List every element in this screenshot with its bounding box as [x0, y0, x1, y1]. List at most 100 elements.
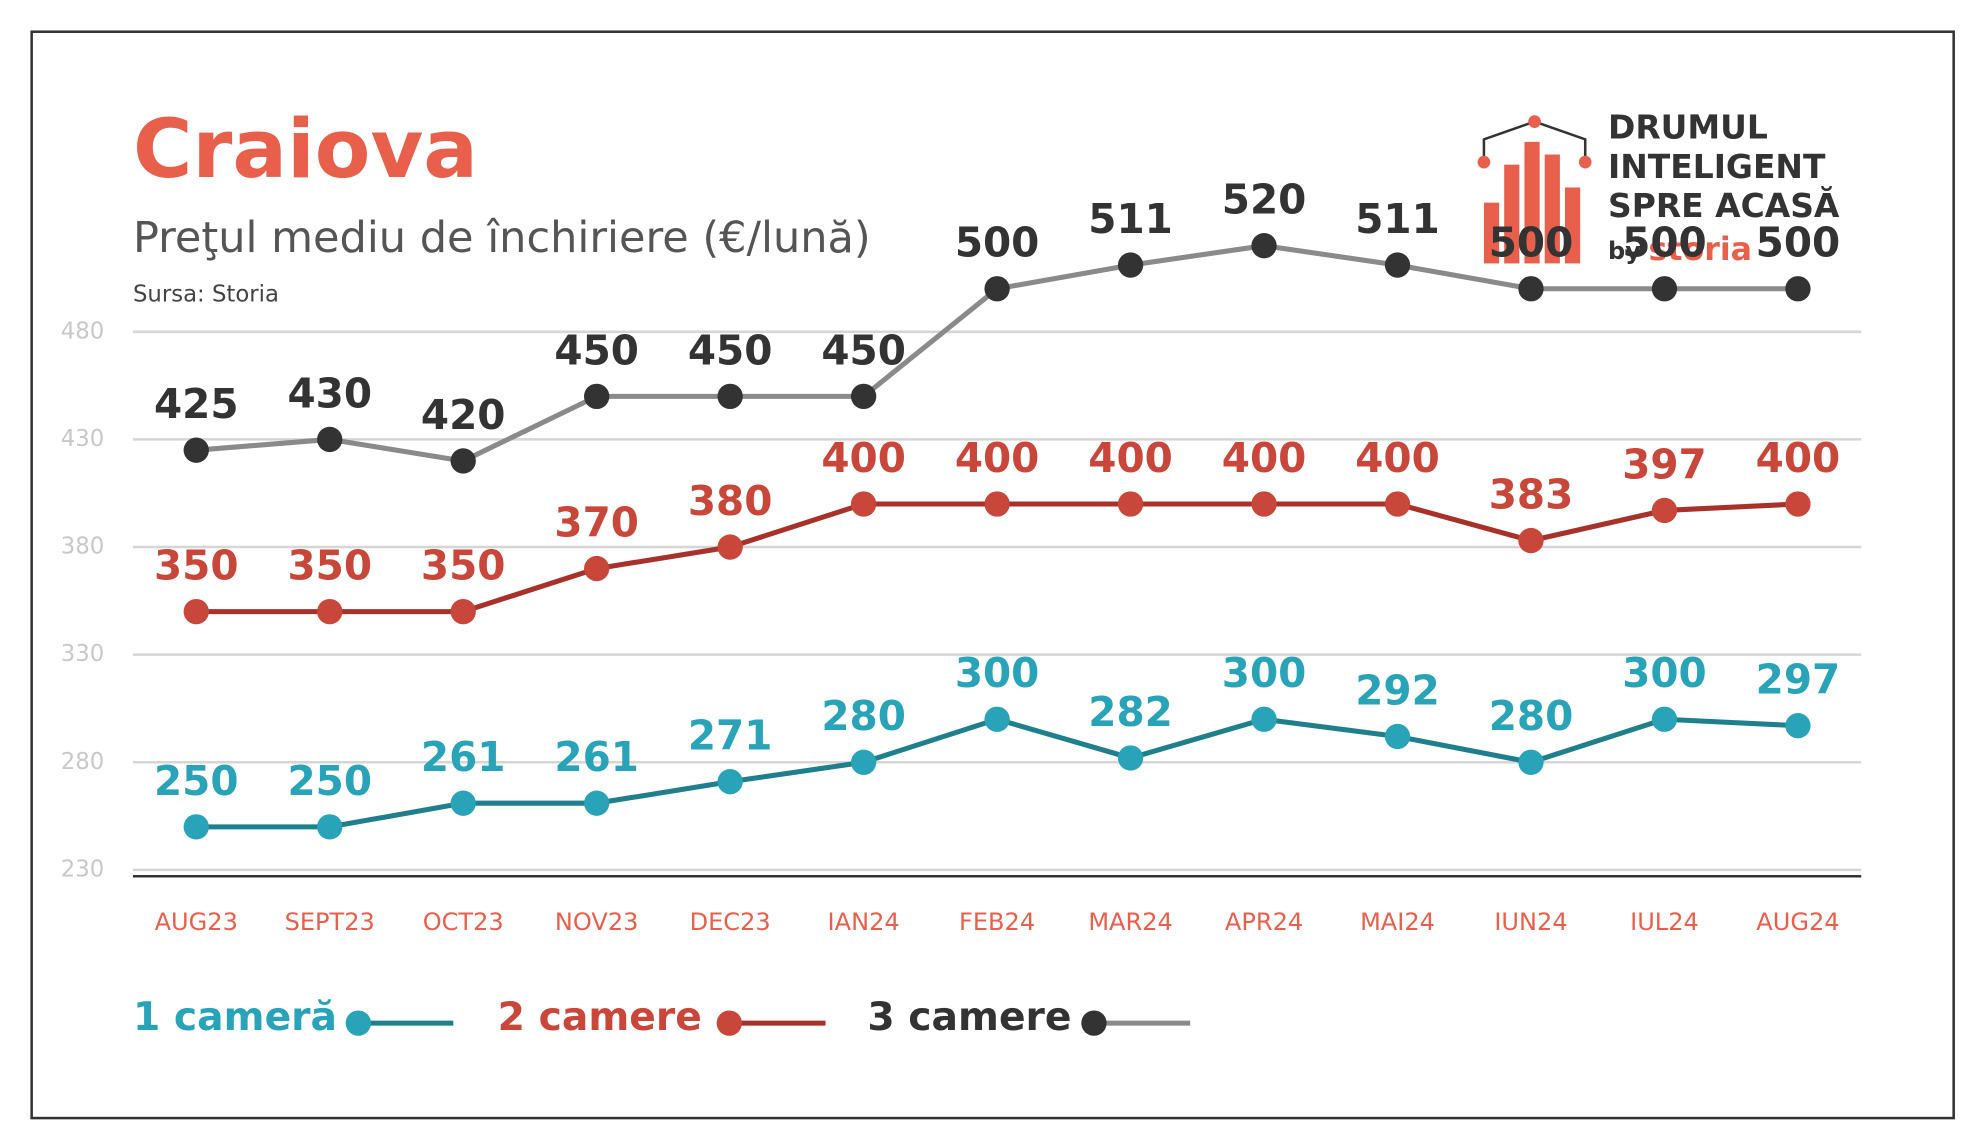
data-label: 300 [1222, 649, 1307, 697]
data-point [584, 383, 610, 410]
x-tick-label: APR24 [1225, 908, 1303, 936]
legend-label: 3 camere [867, 995, 1071, 1040]
source: Sursa: Storia [133, 282, 279, 308]
data-label: 370 [554, 499, 639, 547]
data-point [1117, 745, 1144, 771]
data-point [850, 383, 877, 410]
x-tick-label: AUG24 [1756, 908, 1839, 936]
legend-marker [716, 1010, 742, 1036]
logo-bar [1504, 164, 1520, 264]
data-point [850, 749, 877, 775]
logo-by: by [1608, 237, 1641, 265]
data-point [717, 383, 743, 410]
data-label: 250 [287, 757, 372, 805]
logo-bar [1483, 202, 1500, 264]
data-label: 500 [955, 219, 1040, 267]
data-point [1785, 713, 1811, 739]
logo-dot [1477, 155, 1491, 169]
data-label: 450 [554, 326, 639, 374]
logo-bar [1524, 141, 1540, 264]
chart-subtitle: Preţul mediu de închiriere (€/lună) [133, 213, 871, 263]
x-tick-label: AUG23 [155, 908, 238, 936]
logo-text: INTELIGENT [1608, 147, 1826, 186]
logo-dot [1578, 155, 1592, 169]
data-label: 397 [1622, 440, 1707, 488]
data-label: 511 [1355, 195, 1440, 243]
data-label: 271 [688, 712, 773, 760]
data-point [1384, 723, 1411, 750]
y-tick-label: 230 [61, 856, 104, 882]
data-label: 400 [1088, 434, 1173, 482]
data-label: 350 [421, 542, 506, 590]
data-label: 425 [154, 380, 239, 428]
data-point [1518, 749, 1544, 775]
data-label: 400 [1222, 434, 1307, 482]
legend-marker [1081, 1010, 1107, 1036]
data-point [1651, 497, 1678, 524]
data-point [717, 534, 743, 560]
y-tick-label: 280 [61, 749, 104, 775]
data-point [317, 426, 343, 453]
data-point [1251, 706, 1277, 732]
x-tick-label: FEB24 [959, 908, 1035, 936]
x-tick-label: IUL24 [1630, 908, 1699, 936]
x-tick-label: IUN24 [1494, 908, 1567, 936]
data-point [984, 276, 1010, 302]
data-label: 511 [1088, 195, 1173, 243]
y-tick-label: 430 [61, 426, 104, 452]
frame [30, 30, 1955, 1120]
x-tick-label: NOV23 [555, 908, 639, 936]
data-point [717, 769, 743, 795]
x-tick-label: OCT23 [423, 908, 504, 936]
y-tick-label: 480 [61, 318, 104, 344]
data-label: 261 [421, 733, 506, 781]
data-label: 400 [821, 434, 906, 482]
logo-dot [1528, 115, 1541, 128]
data-point [1785, 491, 1811, 517]
data-label: 500 [1756, 219, 1841, 267]
data-point [584, 555, 610, 582]
data-point [1785, 276, 1811, 302]
data-label: 450 [821, 326, 906, 374]
data-label: 450 [688, 326, 773, 374]
data-point [183, 814, 209, 840]
x-tick-label: MAR24 [1088, 908, 1173, 936]
data-label: 250 [154, 757, 239, 805]
logo-text: SPRE ACASĂ [1608, 185, 1840, 225]
data-point [183, 437, 209, 463]
logo-brand: storia [1649, 232, 1753, 268]
data-label: 400 [1756, 434, 1841, 482]
data-point [450, 790, 476, 816]
x-tick-label: MAI24 [1360, 908, 1435, 936]
data-label: 500 [1489, 219, 1574, 267]
data-point [317, 598, 343, 625]
data-label: 300 [1622, 649, 1707, 697]
data-label: 297 [1756, 656, 1841, 704]
data-label: 292 [1355, 666, 1440, 714]
logo-bar [1544, 154, 1560, 264]
data-point [317, 814, 343, 840]
data-label: 520 [1222, 176, 1307, 224]
data-point [183, 598, 209, 625]
data-label: 500 [1622, 219, 1707, 267]
data-label: 400 [1355, 434, 1440, 482]
data-point [450, 448, 476, 474]
y-tick-label: 380 [61, 534, 104, 560]
x-tick-label: DEC23 [690, 908, 771, 936]
chart-title: Craiova [133, 103, 478, 197]
data-label: 280 [1489, 692, 1574, 740]
data-label: 383 [1489, 471, 1574, 519]
data-label: 380 [688, 477, 773, 525]
y-tick-label: 330 [61, 641, 104, 667]
data-point [850, 491, 877, 517]
data-label: 350 [287, 542, 372, 590]
data-label: 280 [821, 692, 906, 740]
data-point [1518, 527, 1544, 554]
legend-label: 2 camere [498, 995, 702, 1040]
data-label: 400 [955, 434, 1040, 482]
x-tick-label: SEPT23 [285, 908, 375, 936]
data-label: 282 [1088, 688, 1173, 736]
data-point [1117, 491, 1144, 517]
logo-bar [1564, 187, 1581, 264]
